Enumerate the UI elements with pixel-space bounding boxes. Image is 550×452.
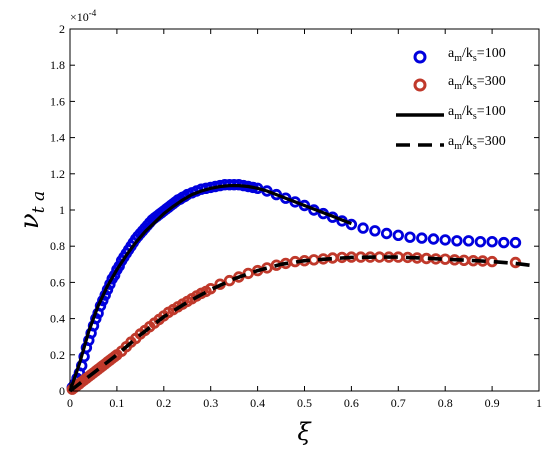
series-4-line	[68, 255, 530, 393]
x-tick-label: 0.3	[203, 396, 218, 410]
x-axis-label: ξ	[297, 418, 312, 446]
series-1-marker	[369, 225, 381, 237]
y-tick-label: 1.6	[50, 94, 65, 108]
legend: am/ks=100 am/ks=300 am/ks=100 am/ks=300	[396, 46, 506, 152]
series-1-marker	[392, 229, 405, 242]
series-1-marker	[462, 235, 475, 247]
series-1-marker	[509, 236, 522, 249]
y-axis-label: νt a	[15, 191, 49, 229]
series-1-marker	[498, 236, 510, 249]
y-tick-label: 2	[59, 22, 65, 36]
x-tick-label: 0.9	[485, 396, 500, 410]
series-1-marker	[486, 235, 498, 248]
y-exponent-power: -4	[89, 8, 97, 18]
legend-marker	[413, 50, 427, 64]
y-axis-label-main: ν	[15, 213, 45, 229]
x-tick-label: 0.2	[156, 396, 171, 410]
series-1-marker	[416, 232, 428, 244]
y-tick-label: 1.4	[50, 131, 65, 145]
x-tick-label: 0.5	[297, 396, 312, 410]
x-tick-label: 0.1	[109, 396, 124, 410]
x-tick-label: 1	[536, 396, 542, 410]
y-tick-label: 1	[59, 203, 65, 217]
series-1-marker	[451, 235, 463, 247]
y-tick-label: 0.4	[50, 312, 65, 326]
y-exponent: ×10-4	[70, 8, 97, 24]
series-1-marker	[113, 260, 125, 272]
series-1-marker	[380, 227, 393, 240]
y-tick-label: 0.8	[50, 239, 65, 253]
series-1-marker	[474, 235, 487, 248]
x-tick-label: 0.4	[250, 396, 265, 410]
series-2-marker	[373, 251, 386, 263]
series-1-marker	[404, 231, 416, 243]
ticks-layer: 0 0.1 0.2 0.3 0.4 0.5 0.6 0.7 0.8 0.9 1 0 0.2 0.4 0.6 0…	[50, 22, 542, 410]
series-1-marker	[439, 234, 451, 246]
x-tick-label: 0.6	[344, 396, 359, 410]
legend-marker	[413, 78, 427, 92]
series-2-marker	[242, 267, 254, 280]
y-tick-label: 0.6	[50, 275, 65, 289]
series-3-line	[68, 184, 352, 392]
series-1-marker	[357, 222, 369, 234]
y-tick-label: 0.2	[50, 348, 65, 362]
legend-label: am/ks=300	[448, 74, 506, 92]
series-2-marker	[308, 254, 320, 266]
x-axis-label-text: ξ	[297, 418, 312, 446]
series-1-marker	[427, 233, 440, 245]
y-tick-label: 0	[59, 384, 65, 398]
y-axis-label-sub: t a	[29, 191, 49, 213]
legend-label: am/ks=300	[448, 134, 506, 152]
data-layer	[66, 178, 530, 395]
series-2-marker	[439, 253, 451, 265]
series-1-marker	[345, 218, 358, 231]
y-tick-label: 1.8	[50, 58, 65, 72]
x-tick-label: 0.7	[391, 396, 406, 410]
y-tick-label: 1.2	[50, 167, 65, 181]
legend-label: am/ks=100	[448, 104, 506, 122]
y-exponent-base: ×10	[70, 10, 89, 24]
x-tick-label: 0	[67, 396, 73, 410]
x-tick-label: 0.8	[438, 396, 453, 410]
legend-label: am/ks=100	[448, 46, 506, 64]
